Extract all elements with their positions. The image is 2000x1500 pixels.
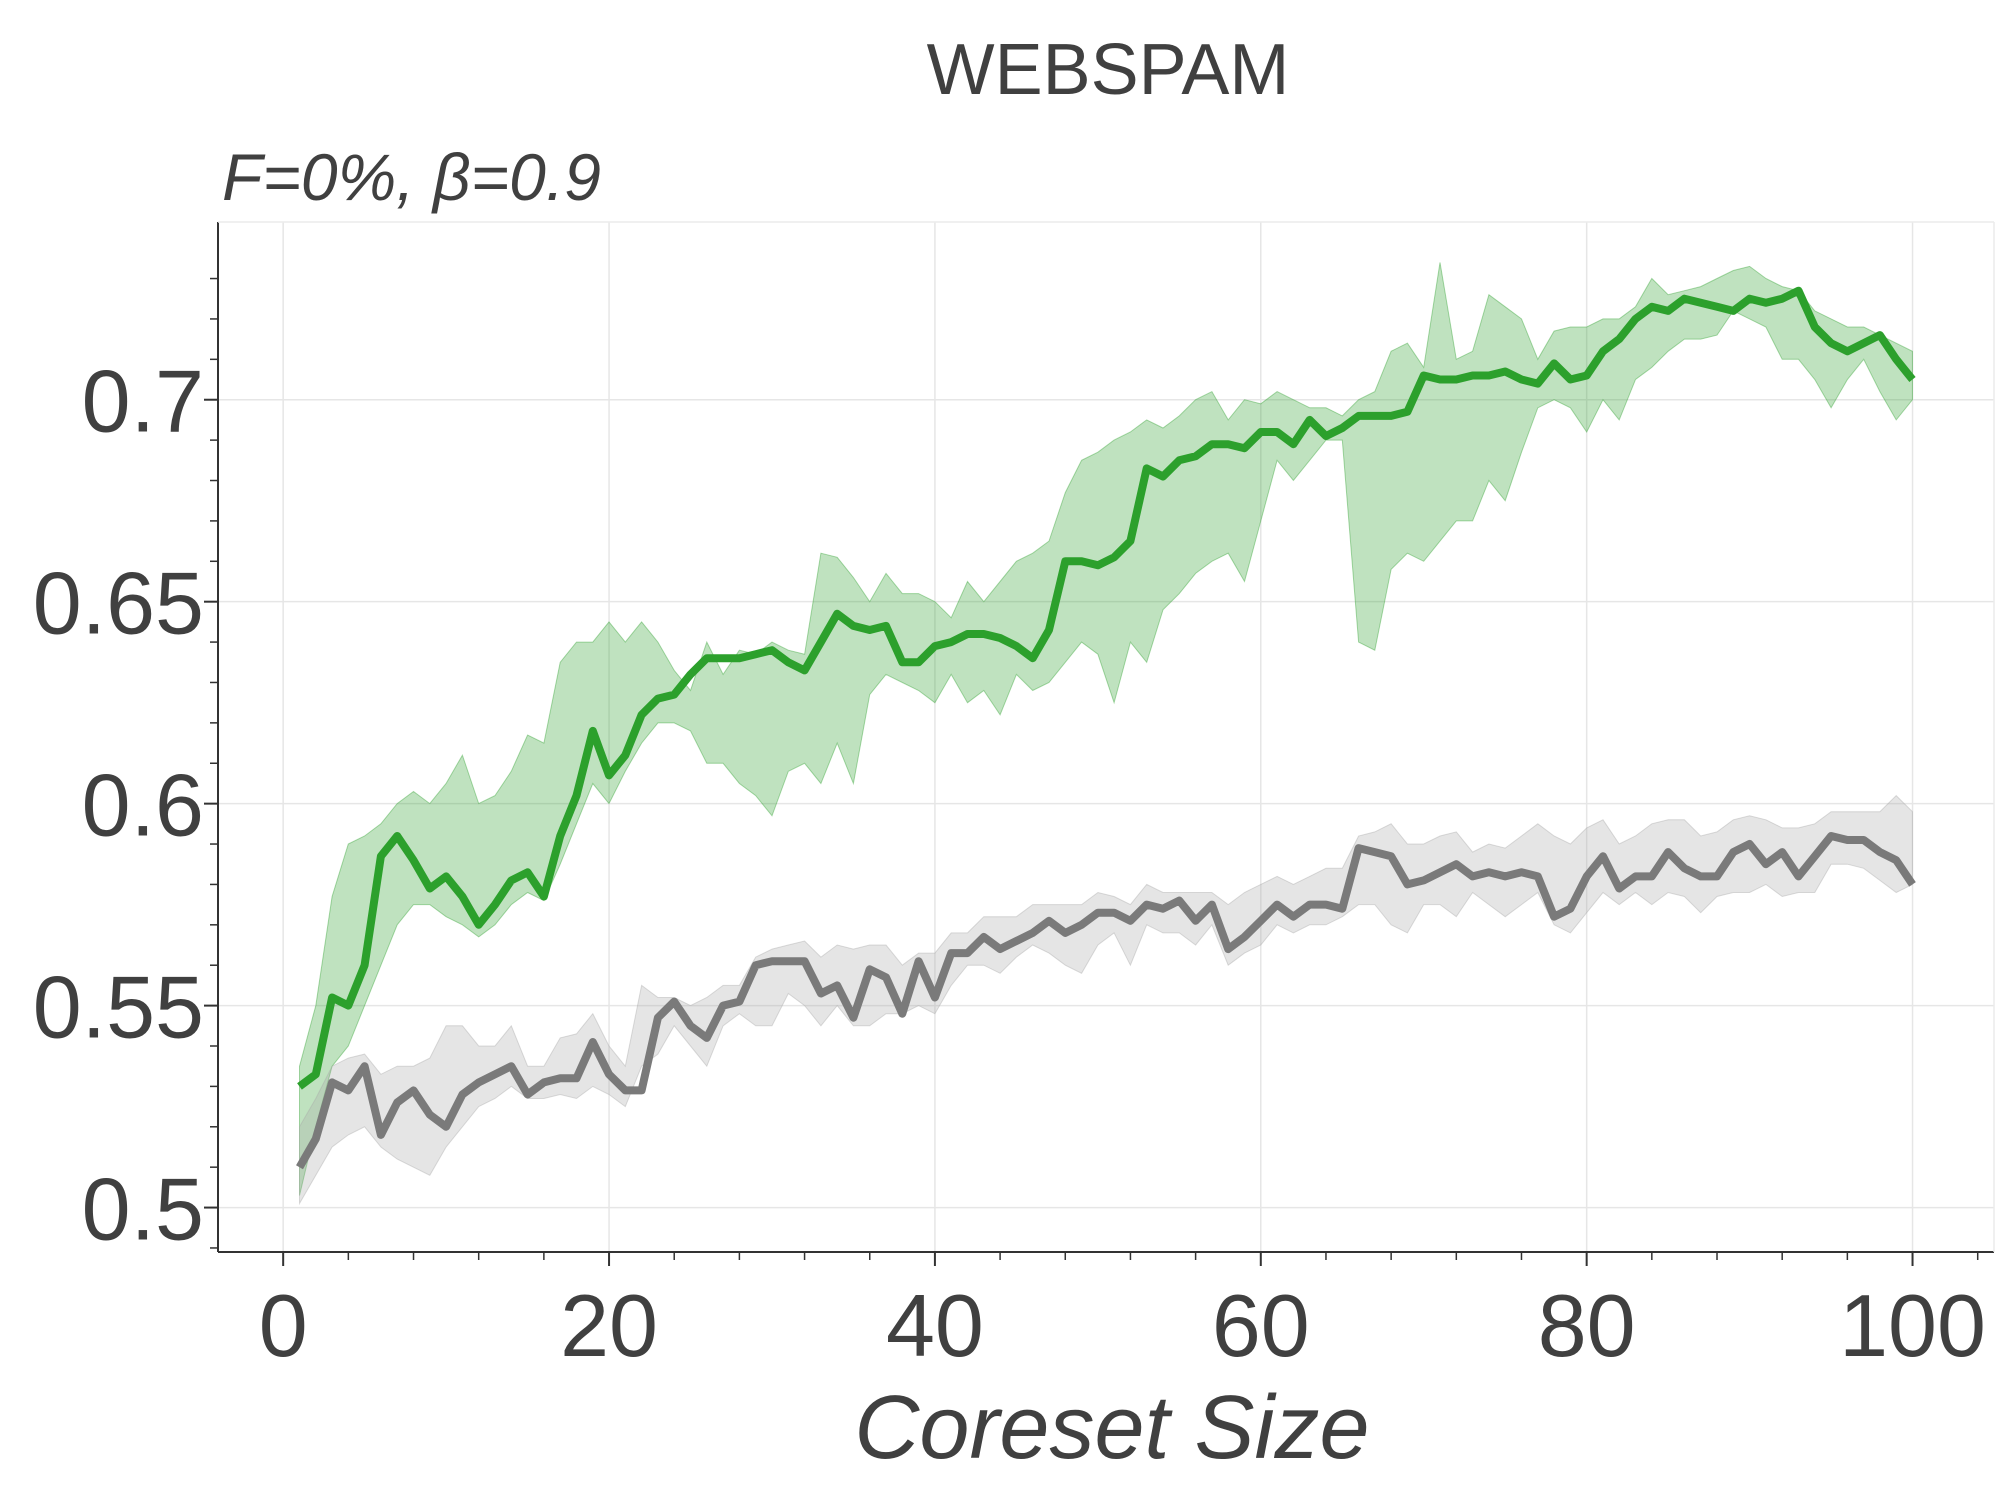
series-line-1: [297, 286, 1916, 1090]
x-tick-label: 40: [886, 1276, 984, 1375]
y-tick-label: 0.55: [33, 958, 204, 1057]
x-tick-label: 60: [1212, 1276, 1310, 1375]
y-tick-label: 0.6: [82, 756, 204, 855]
confidence-bands: [299, 262, 1913, 1206]
confidence-band-1: [299, 262, 1913, 1196]
chart-subtitle: F=0%, β=0.9: [222, 140, 601, 214]
tick-labels: 0 20 40 60 80 100 0.5 0.55 0.6 0.65 0.7: [33, 352, 1986, 1375]
y-tick-label: 0.5: [82, 1160, 204, 1259]
chart-title: WEBSPAM: [927, 30, 1290, 110]
grid: [218, 222, 1994, 1252]
series-line-2: [296, 832, 1916, 1170]
x-tick-label: 100: [1839, 1276, 1986, 1375]
x-tick-label: 80: [1538, 1276, 1636, 1375]
x-axis-label: Coreset Size: [854, 1378, 1369, 1478]
x-tick-label: 0: [259, 1276, 308, 1375]
series-lines: [296, 286, 1916, 1170]
x-tick-label: 20: [560, 1276, 658, 1375]
axes: [204, 221, 1995, 1266]
y-tick-label: 0.65: [33, 554, 204, 653]
y-tick-label: 0.7: [82, 352, 204, 451]
